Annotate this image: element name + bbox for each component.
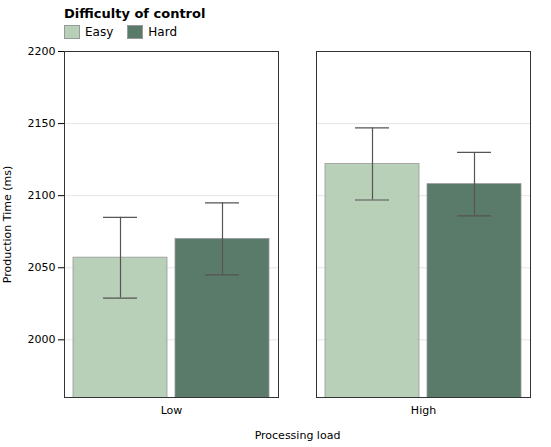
svg-text:Processing load: Processing load (255, 429, 341, 442)
svg-text:2150: 2150 (28, 117, 56, 130)
html-text:Hard: Hard (148, 25, 177, 39)
svg-text:Low: Low (161, 404, 183, 417)
svg-text:Production Time (ms): Production Time (ms) (1, 166, 14, 283)
svg-text:2200: 2200 (28, 45, 56, 58)
svg-text:High: High (411, 404, 436, 417)
html-text:Easy: Easy (85, 25, 114, 39)
svg-text:2050: 2050 (28, 261, 56, 274)
svg-text:2000: 2000 (28, 333, 56, 346)
svg-text:2100: 2100 (28, 189, 56, 202)
html-text:Difficulty of control: Difficulty of control (64, 6, 206, 21)
